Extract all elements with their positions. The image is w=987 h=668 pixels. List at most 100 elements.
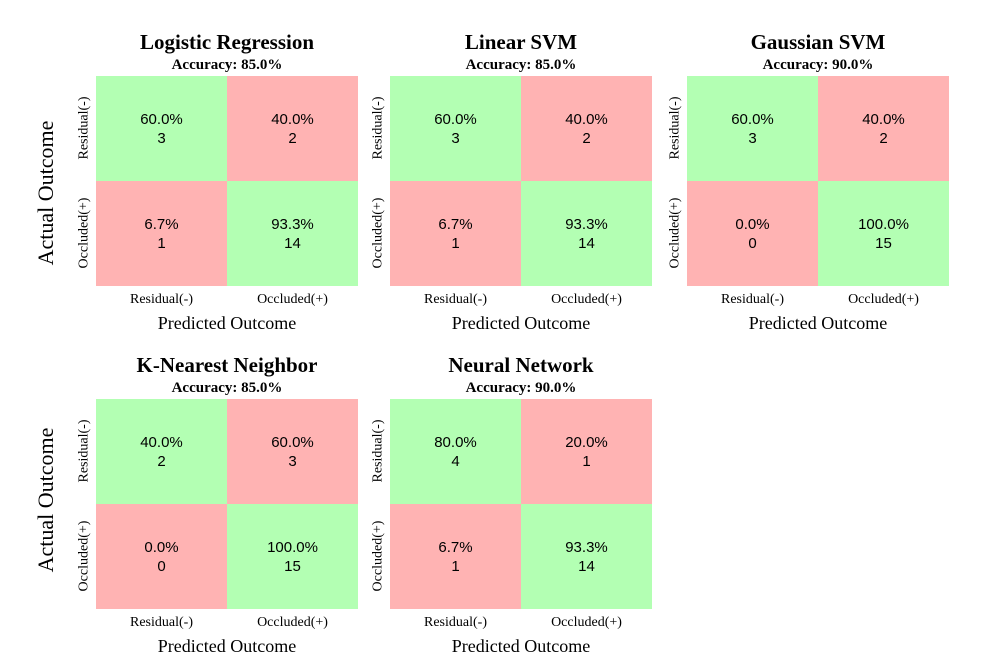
confusion-matrix: 60.0% 3 40.0% 2 6.7% 1 93.3% 14 — [390, 76, 652, 286]
cell-count: 3 — [748, 129, 757, 147]
matrix-cell: 6.7% 1 — [96, 181, 227, 286]
row-label: Residual(-) — [76, 96, 92, 160]
column-label: Residual(-) — [424, 292, 487, 307]
matrix-cell: 60.0% 3 — [390, 76, 521, 181]
matrix-cell: 60.0% 3 — [227, 399, 358, 504]
matrix-cell: 0.0% 0 — [687, 181, 818, 286]
confusion-matrix-panel: Gaussian SVM Accuracy: 90.0% 60.0% 3 40.0% 2 0… — [667, 30, 968, 333]
column-label: Occluded(+) — [551, 292, 622, 307]
confusion-matrix: 60.0% 3 40.0% 2 0.0% 0 100.0% 15 — [687, 76, 949, 286]
panel-title: Gaussian SVM — [750, 30, 886, 54]
matrix-cell: 6.7% 1 — [390, 181, 521, 286]
cell-count: 4 — [451, 452, 460, 470]
cell-percentage: 60.0% — [434, 110, 477, 128]
figure-ylabel-bottom: Actual Outcome — [33, 427, 58, 573]
panel-title: Logistic Regression — [139, 30, 315, 54]
panel-title: Neural Network — [448, 353, 594, 377]
x-axis-label: Predicted Outcome — [451, 636, 591, 656]
matrix-cell: 40.0% 2 — [521, 76, 652, 181]
cell-count: 1 — [582, 452, 591, 470]
cell-percentage: 40.0% — [565, 110, 608, 128]
column-label: Occluded(+) — [257, 292, 328, 307]
confusion-matrix-panel: Neural Network Accuracy: 90.0% 80.0% 4 20.0%… — [366, 353, 666, 656]
matrix-cell: 40.0% 2 — [818, 76, 949, 181]
panel-title: K-Nearest Neighbor — [136, 353, 318, 377]
cell-percentage: 93.3% — [565, 538, 608, 556]
confusion-matrix: 60.0% 3 40.0% 2 6.7% 1 93.3% 14 — [96, 76, 358, 286]
column-label: Occluded(+) — [551, 615, 622, 630]
confusion-matrix-panel: K-Nearest Neighbor Accuracy: 85.0% 40.0% 2 6… — [70, 353, 370, 656]
confusion-matrix: 80.0% 4 20.0% 1 6.7% 1 93.3% 14 — [390, 399, 652, 609]
matrix-cell: 93.3% 14 — [227, 181, 358, 286]
cell-count: 1 — [451, 557, 460, 575]
matrix-cell: 100.0% 15 — [818, 181, 949, 286]
cell-percentage: 6.7% — [438, 215, 473, 233]
cell-count: 2 — [879, 129, 888, 147]
cell-count: 14 — [284, 234, 301, 252]
panel-subtitle: Accuracy: 85.0% — [465, 57, 577, 73]
cell-percentage: 93.3% — [271, 215, 314, 233]
cell-count: 14 — [578, 234, 595, 252]
panel-title: Linear SVM — [464, 30, 578, 54]
matrix-cell: 93.3% 14 — [521, 504, 652, 609]
row-label: Occluded(+) — [370, 197, 386, 269]
matrix-cell: 60.0% 3 — [687, 76, 818, 181]
cell-percentage: 100.0% — [858, 215, 909, 233]
x-axis-label: Predicted Outcome — [157, 313, 297, 333]
cell-count: 3 — [288, 452, 297, 470]
column-label: Occluded(+) — [848, 292, 919, 307]
cell-percentage: 93.3% — [565, 215, 608, 233]
cell-count: 0 — [157, 557, 166, 575]
row-label: Residual(-) — [667, 96, 683, 160]
cell-percentage: 20.0% — [565, 433, 608, 451]
cell-percentage: 6.7% — [438, 538, 473, 556]
confusion-matrix-panel: Linear SVM Accuracy: 85.0% 60.0% 3 40.0% 2 6.7… — [368, 30, 668, 333]
cell-percentage: 40.0% — [140, 433, 183, 451]
matrix-cell: 40.0% 2 — [96, 399, 227, 504]
row-label: Occluded(+) — [370, 520, 386, 592]
cell-count: 15 — [284, 557, 301, 575]
row-label: Occluded(+) — [667, 197, 683, 269]
matrix-cell: 93.3% 14 — [521, 181, 652, 286]
cell-count: 3 — [451, 129, 460, 147]
row-label: Residual(-) — [370, 419, 386, 483]
confusion-matrix-panel: Logistic Regression Accuracy: 85.0% 60.0% 3… — [70, 30, 370, 333]
cell-percentage: 40.0% — [271, 110, 314, 128]
panel-subtitle: Accuracy: 85.0% — [171, 380, 283, 396]
cell-count: 2 — [288, 129, 297, 147]
figure-ylabel-top: Actual Outcome — [33, 120, 58, 266]
column-label: Residual(-) — [130, 615, 193, 630]
cell-count: 0 — [748, 234, 757, 252]
cell-count: 14 — [578, 557, 595, 575]
matrix-cell: 80.0% 4 — [390, 399, 521, 504]
column-label: Occluded(+) — [257, 615, 328, 630]
cell-percentage: 60.0% — [140, 110, 183, 128]
cell-count: 1 — [157, 234, 166, 252]
x-axis-label: Predicted Outcome — [748, 313, 888, 333]
matrix-cell: 20.0% 1 — [521, 399, 652, 504]
column-label: Residual(-) — [130, 292, 193, 307]
row-label: Residual(-) — [76, 419, 92, 483]
cell-percentage: 80.0% — [434, 433, 477, 451]
column-label: Residual(-) — [424, 615, 487, 630]
panel-subtitle: Accuracy: 85.0% — [171, 57, 283, 73]
cell-count: 3 — [157, 129, 166, 147]
row-label: Occluded(+) — [76, 520, 92, 592]
x-axis-label: Predicted Outcome — [157, 636, 297, 656]
cell-count: 15 — [875, 234, 892, 252]
cell-count: 1 — [451, 234, 460, 252]
column-label: Residual(-) — [721, 292, 784, 307]
row-label: Residual(-) — [370, 96, 386, 160]
matrix-cell: 100.0% 15 — [227, 504, 358, 609]
cell-percentage: 60.0% — [271, 433, 314, 451]
cell-percentage: 6.7% — [144, 215, 179, 233]
cell-count: 2 — [157, 452, 166, 470]
confusion-matrix: 40.0% 2 60.0% 3 0.0% 0 100.0% 15 — [96, 399, 358, 609]
cell-percentage: 0.0% — [735, 215, 770, 233]
cell-percentage: 100.0% — [267, 538, 318, 556]
matrix-cell: 0.0% 0 — [96, 504, 227, 609]
matrix-cell: 40.0% 2 — [227, 76, 358, 181]
panel-subtitle: Accuracy: 90.0% — [465, 380, 577, 396]
cell-percentage: 0.0% — [144, 538, 179, 556]
